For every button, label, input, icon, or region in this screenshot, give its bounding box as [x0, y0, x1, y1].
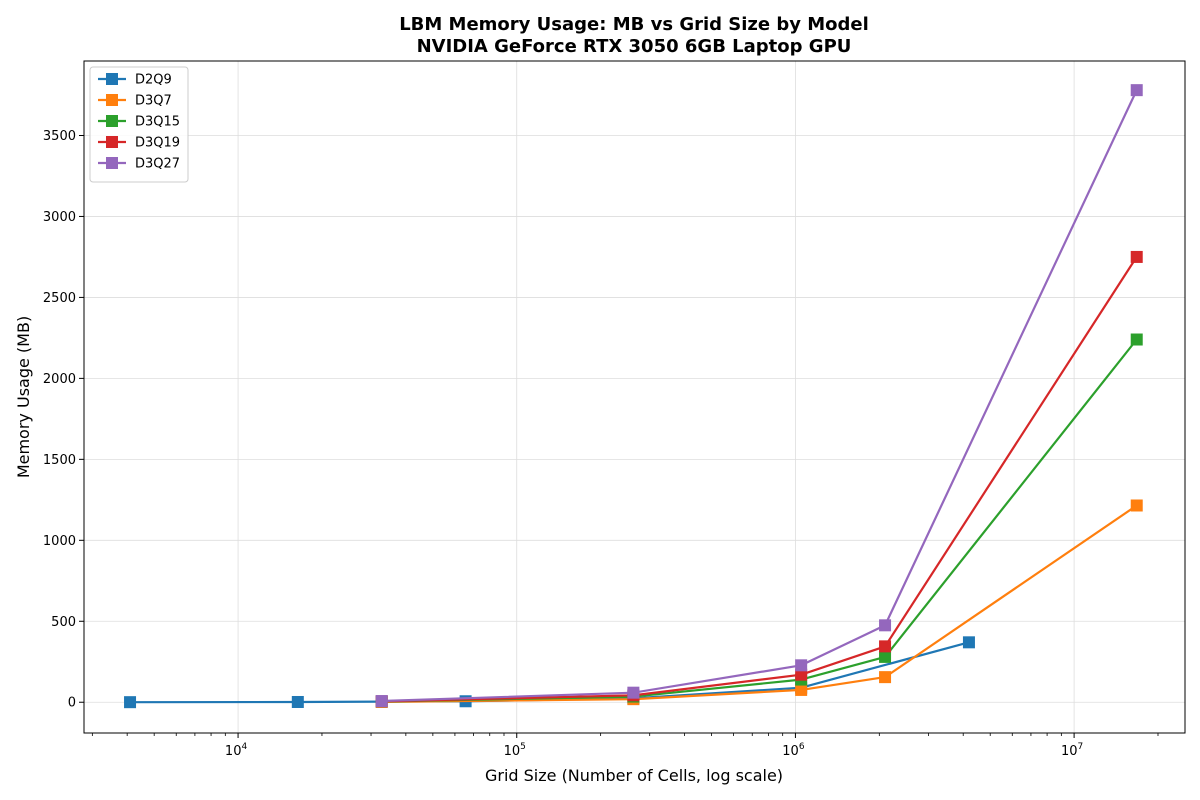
- y-tick-label: 3000: [43, 210, 76, 225]
- data-point-d3q27: [795, 659, 808, 672]
- x-axis-ticks: 104 105 106 107: [225, 733, 1083, 759]
- x-tick-label: 105: [504, 742, 526, 759]
- y-tick-label: 1000: [43, 534, 76, 549]
- grid-lines: [84, 61, 1185, 733]
- legend-label-d3q15: D3Q15: [135, 115, 180, 130]
- legend-item-d3q15: D3Q15: [98, 115, 180, 130]
- data-point-d3q7: [795, 683, 808, 696]
- legend: D2Q9 D3Q7 D3Q15 D3Q19 D3Q27: [89, 66, 189, 183]
- legend-marker-d3q7: [106, 94, 118, 106]
- legend-item-d3q27: D3Q27: [98, 157, 180, 172]
- y-tick-label: 3500: [43, 129, 76, 144]
- data-point-d2q9: [291, 695, 304, 708]
- legend-label-d3q19: D3Q19: [135, 136, 180, 151]
- legend-item-d3q19: D3Q19: [98, 136, 180, 151]
- y-tick-label: 500: [51, 615, 76, 630]
- legend-marker-d3q27: [106, 157, 118, 169]
- y-tick-label: 2500: [43, 291, 76, 306]
- legend-marker-d3q15: [106, 115, 118, 127]
- data-point-d3q19: [1130, 250, 1143, 263]
- legend-label-d2q9: D2Q9: [135, 73, 172, 88]
- series-layer: [124, 84, 1143, 709]
- data-point-d3q27: [627, 686, 640, 699]
- data-point-d2q9: [962, 636, 975, 649]
- x-tick-label: 104: [225, 742, 248, 759]
- chart-title: LBM Memory Usage: MB vs Grid Size by Mod…: [399, 14, 869, 35]
- y-axis-ticks: 0 500 1000 1500 2000 2500 3000 3500: [43, 129, 84, 711]
- data-point-d3q7: [879, 671, 892, 684]
- x-minor-ticks: [91, 733, 1159, 736]
- y-tick-label: 1500: [43, 453, 76, 468]
- y-tick-label: 0: [68, 696, 76, 711]
- x-axis-label: Grid Size (Number of Cells, log scale): [485, 766, 783, 785]
- data-point-d3q15: [1130, 333, 1143, 346]
- legend-label-d3q27: D3Q27: [135, 157, 180, 172]
- data-point-d3q7: [1130, 499, 1143, 512]
- chart-subtitle: NVIDIA GeForce RTX 3050 6GB Laptop GPU: [417, 36, 852, 57]
- legend-item-d3q7: D3Q7: [98, 94, 172, 109]
- data-point-d3q19: [795, 668, 808, 681]
- data-point-d3q15: [879, 650, 892, 663]
- y-axis-label: Memory Usage (MB): [14, 316, 33, 478]
- data-point-d3q27: [375, 695, 388, 708]
- series-d3q27: [375, 84, 1143, 708]
- x-tick-label: 107: [1061, 742, 1083, 759]
- legend-marker-d2q9: [106, 73, 118, 85]
- data-point-d3q27: [879, 619, 892, 632]
- legend-marker-d3q19: [106, 136, 118, 148]
- data-point-d3q19: [879, 640, 892, 653]
- plot-frame: [83, 60, 1186, 734]
- data-point-d2q9: [124, 696, 137, 709]
- x-tick-label: 106: [782, 742, 805, 759]
- data-point-d3q27: [1130, 84, 1143, 97]
- legend-item-d2q9: D2Q9: [98, 73, 172, 88]
- y-tick-label: 2000: [43, 372, 76, 387]
- legend-label-d3q7: D3Q7: [135, 94, 172, 109]
